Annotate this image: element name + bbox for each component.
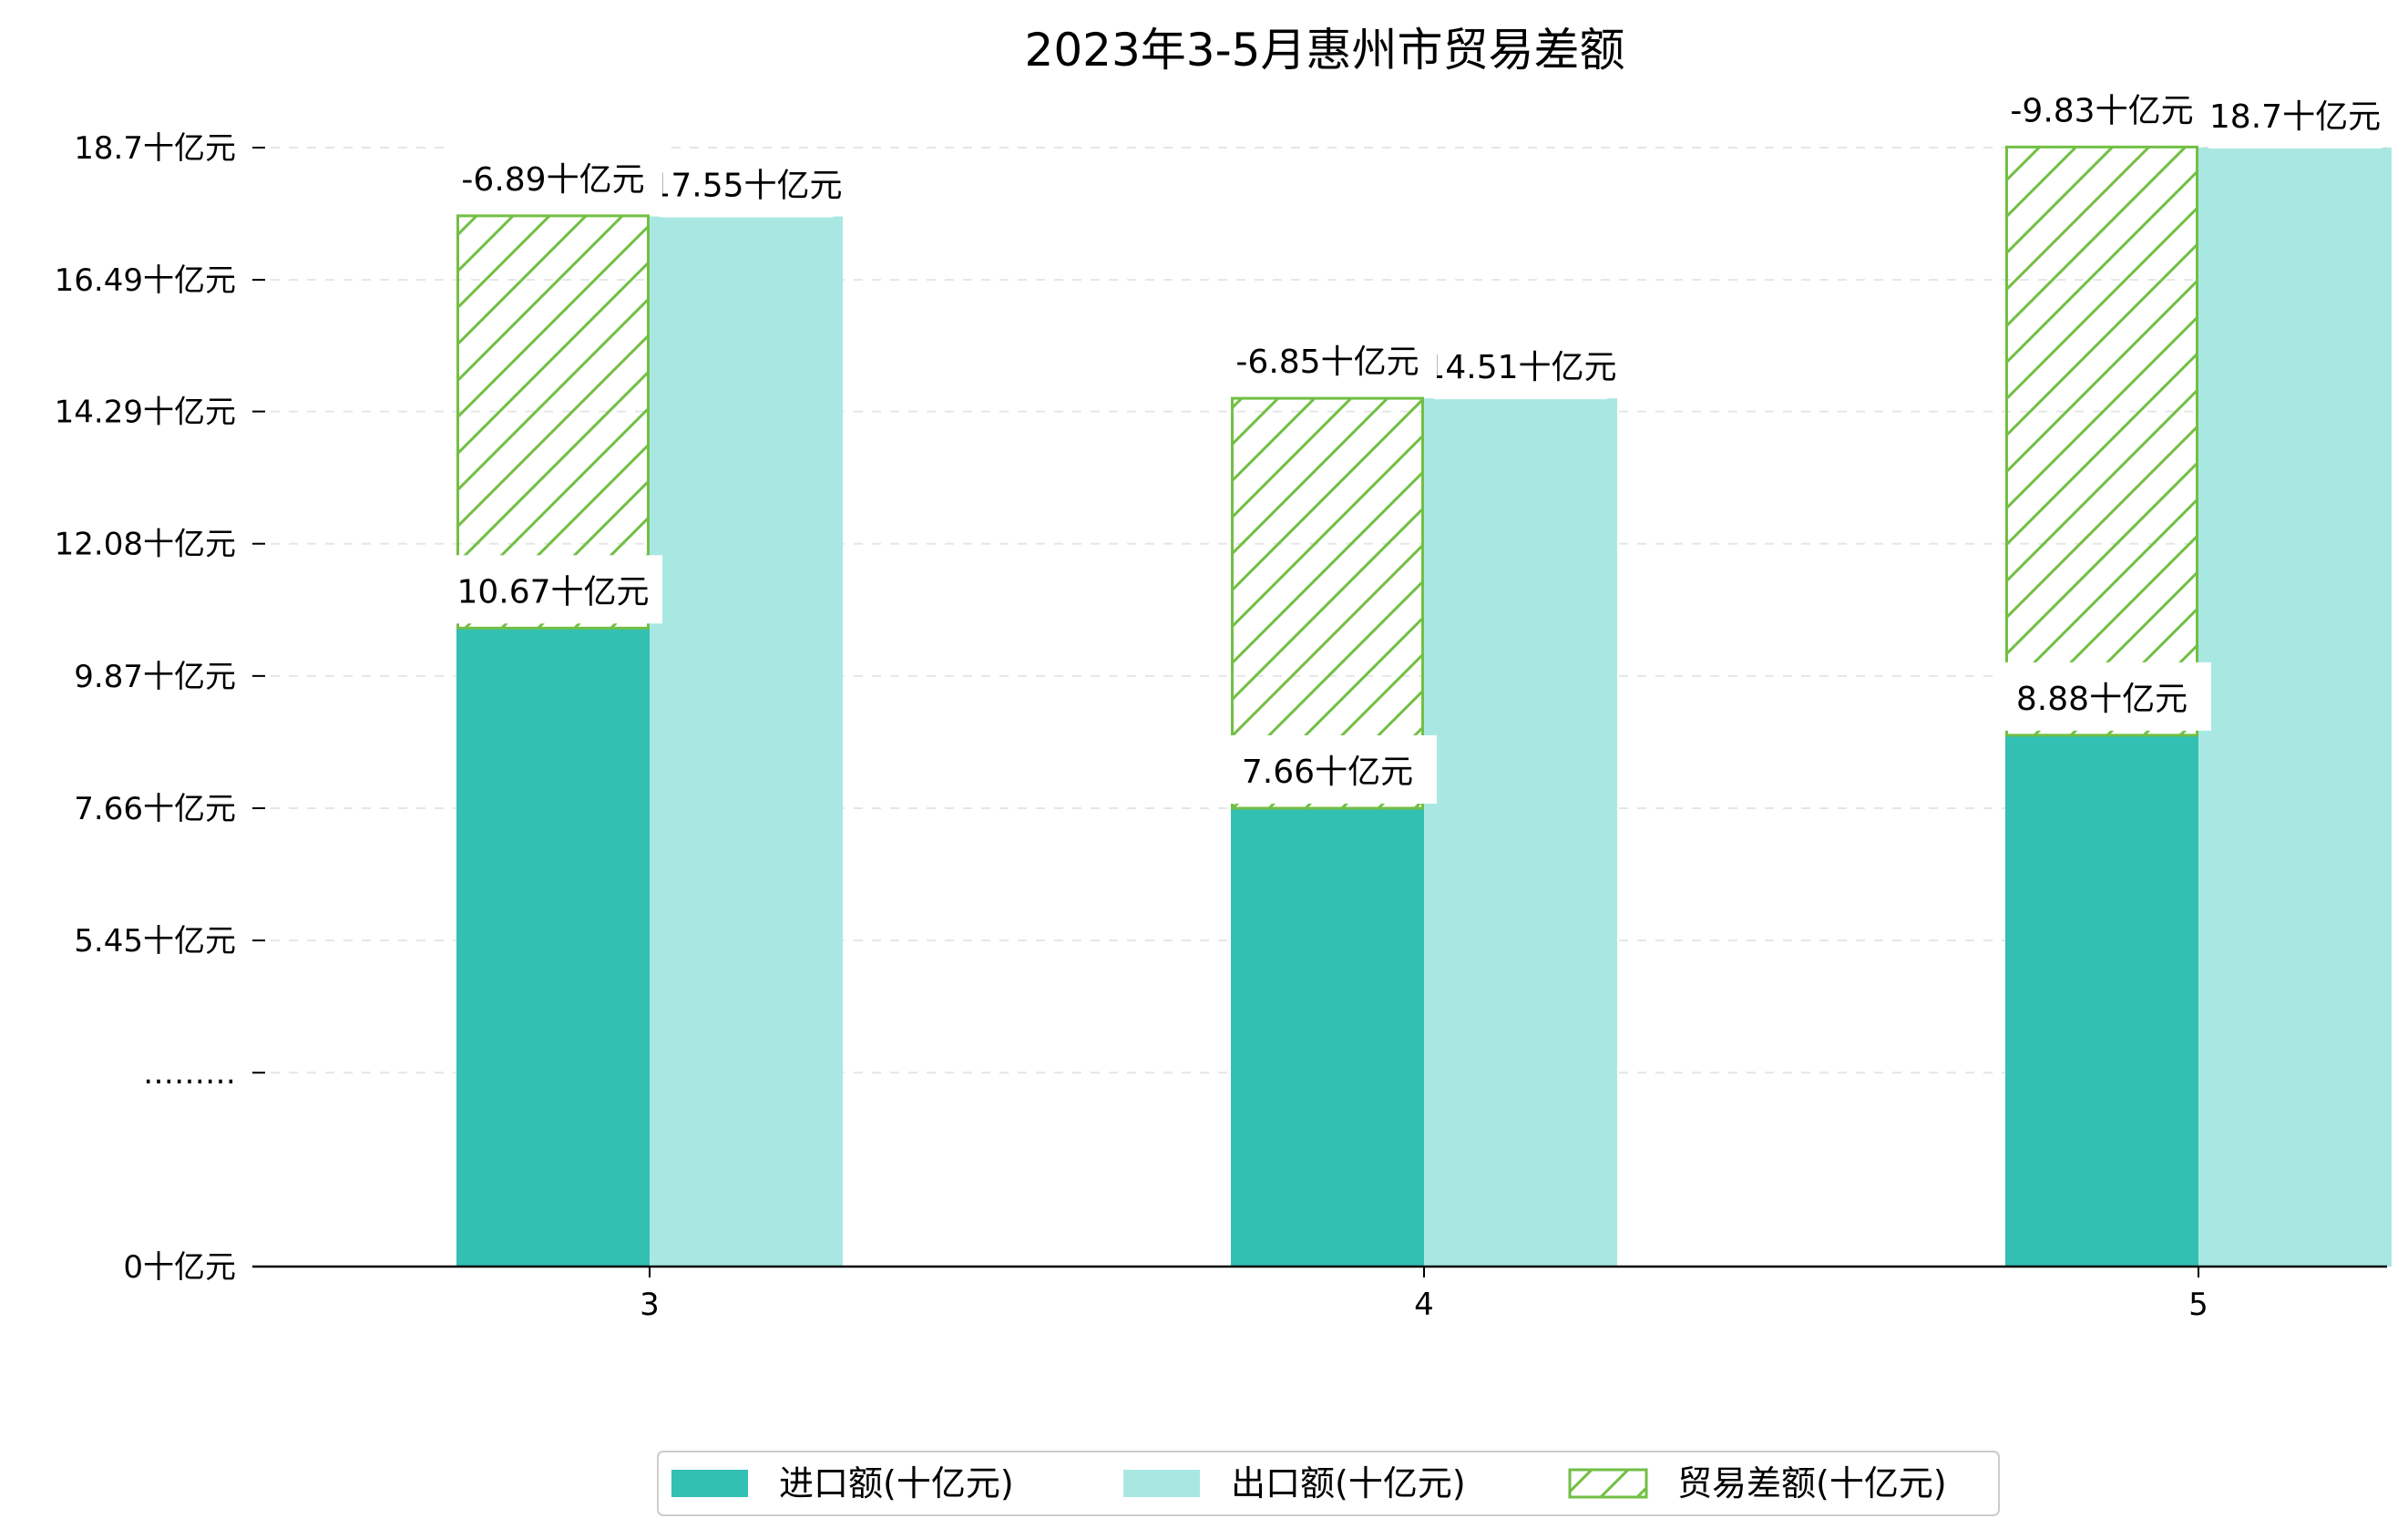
bar-import bbox=[2005, 734, 2198, 1267]
bar-export bbox=[650, 216, 843, 1267]
bar-import bbox=[456, 628, 650, 1267]
data-label-background bbox=[444, 142, 662, 211]
data-label-text: 17.55十亿元 bbox=[650, 168, 842, 205]
data-label: 10.67十亿元 bbox=[444, 555, 662, 624]
data-label-background bbox=[1218, 734, 1437, 804]
data-label: -6.85十亿元 bbox=[1218, 325, 1437, 395]
data-label-text: 8.88十亿元 bbox=[2016, 681, 2188, 718]
data-label-text: -6.85十亿元 bbox=[1235, 344, 1419, 381]
data-label: 17.55十亿元 bbox=[650, 149, 843, 218]
legend-item: 进口额(十亿元) bbox=[671, 1463, 1014, 1503]
data-label-text: 10.67十亿元 bbox=[456, 573, 649, 610]
y-tick-label: 7.66十亿元 bbox=[74, 791, 236, 827]
x-tick-label: 5 bbox=[2188, 1287, 2208, 1323]
y-tick-label: 16.49十亿元 bbox=[55, 262, 236, 299]
y-tick-label: 5.45十亿元 bbox=[74, 923, 236, 959]
bar-import bbox=[1231, 807, 1424, 1267]
legend-swatch bbox=[1123, 1470, 1200, 1497]
data-label-background bbox=[2208, 80, 2382, 149]
bar-export bbox=[2198, 148, 2392, 1267]
data-label-text: -6.89十亿元 bbox=[461, 161, 644, 199]
y-axis: 0十亿元 ……… 5.45十亿元 7.66十亿元 9.87十亿元 12.08十亿元 14.2… bbox=[55, 130, 265, 1286]
y-tick-label: ……… bbox=[143, 1055, 236, 1092]
data-labels: 17.55十亿元-6.89十亿元 10.67十亿元 14.51十亿元-6.85十亿元… bbox=[444, 74, 2382, 804]
legend-label: 进口额(十亿元) bbox=[779, 1463, 1014, 1503]
data-label: 18.7十亿元 bbox=[2208, 80, 2382, 149]
data-label-background bbox=[1993, 74, 2211, 143]
legend-label: 出口额(十亿元) bbox=[1231, 1463, 1466, 1503]
data-label-text: 18.7十亿元 bbox=[2209, 98, 2381, 136]
data-label-text: -9.83十亿元 bbox=[2010, 92, 2193, 129]
chart-title: 2023年3-5月惠州市贸易差额 bbox=[1025, 24, 1625, 77]
x-tick-label: 4 bbox=[1414, 1287, 1434, 1323]
data-label-text: 7.66十亿元 bbox=[1242, 754, 1413, 791]
legend-box bbox=[657, 1451, 2000, 1516]
bars bbox=[456, 145, 2392, 1267]
legend-item: 贸易差额(十亿元) bbox=[1568, 1463, 1947, 1503]
x-tick-label: 3 bbox=[640, 1287, 660, 1323]
data-label: 8.88十亿元 bbox=[1993, 662, 2211, 731]
data-label: -9.83十亿元 bbox=[1993, 74, 2211, 143]
legend-swatch bbox=[671, 1470, 748, 1497]
legend-label: 贸易差额(十亿元) bbox=[1677, 1463, 1947, 1503]
y-tick-label: 0十亿元 bbox=[123, 1249, 236, 1286]
data-label-background bbox=[660, 149, 833, 218]
y-tick-label: 18.7十亿元 bbox=[74, 130, 236, 167]
x-axis: 3 4 5 bbox=[252, 1265, 2387, 1323]
legend-item: 出口额(十亿元) bbox=[1123, 1463, 1466, 1503]
y-tick-label: 14.29十亿元 bbox=[55, 395, 236, 431]
legend: 进口额(十亿元) 出口额(十亿元) 贸易差额(十亿元) bbox=[657, 1451, 2000, 1516]
data-label-background bbox=[1993, 662, 2211, 731]
data-label: 7.66十亿元 bbox=[1218, 734, 1437, 804]
y-tick-label: 9.87十亿元 bbox=[74, 659, 236, 695]
data-label: 14.51十亿元 bbox=[1424, 331, 1617, 400]
data-label-background bbox=[1434, 331, 1607, 400]
y-tick-label: 12.08十亿元 bbox=[55, 527, 236, 563]
bar-trade-balance bbox=[2005, 145, 2198, 737]
legend-swatch bbox=[1568, 1468, 1648, 1499]
data-label-background bbox=[444, 555, 662, 624]
data-label-text: 14.51十亿元 bbox=[1424, 349, 1616, 386]
bar-export bbox=[1424, 398, 1617, 1267]
data-label-background bbox=[1218, 325, 1437, 395]
data-label: -6.89十亿元 bbox=[444, 142, 662, 211]
